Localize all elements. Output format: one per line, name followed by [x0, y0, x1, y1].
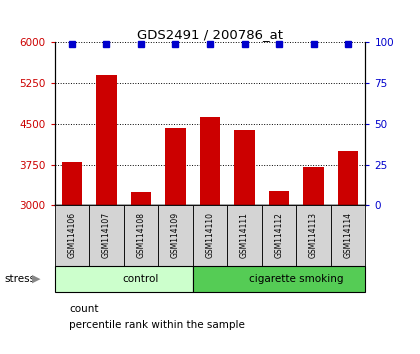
Bar — [227, 205, 262, 266]
Text: GSM114109: GSM114109 — [171, 212, 180, 258]
Title: GDS2491 / 200786_at: GDS2491 / 200786_at — [137, 28, 283, 41]
Bar — [193, 266, 365, 292]
Text: control: control — [123, 274, 159, 284]
Bar — [131, 192, 151, 205]
Bar — [55, 205, 89, 266]
Text: GSM114113: GSM114113 — [309, 212, 318, 258]
Bar — [158, 205, 193, 266]
Bar — [234, 130, 255, 205]
Text: percentile rank within the sample: percentile rank within the sample — [69, 320, 245, 330]
Text: GSM114108: GSM114108 — [136, 212, 145, 258]
Bar — [331, 205, 365, 266]
Bar — [165, 128, 186, 205]
Bar — [193, 205, 227, 266]
Text: cigarette smoking: cigarette smoking — [249, 274, 344, 284]
Text: GSM114106: GSM114106 — [67, 212, 76, 258]
Bar — [123, 205, 158, 266]
Text: GSM114112: GSM114112 — [275, 212, 284, 258]
Bar — [269, 191, 289, 205]
Bar — [303, 167, 324, 205]
Bar — [55, 266, 193, 292]
Bar — [338, 151, 359, 205]
Bar — [89, 205, 123, 266]
Text: GSM114114: GSM114114 — [344, 212, 353, 258]
Text: GSM114111: GSM114111 — [240, 212, 249, 258]
Bar — [200, 118, 221, 205]
Text: count: count — [69, 304, 99, 314]
Bar — [61, 162, 82, 205]
Bar — [262, 205, 297, 266]
Bar — [96, 75, 117, 205]
Bar — [297, 205, 331, 266]
Text: stress: stress — [4, 274, 35, 284]
Text: ▶: ▶ — [32, 274, 40, 284]
Text: GSM114107: GSM114107 — [102, 212, 111, 258]
Text: GSM114110: GSM114110 — [205, 212, 215, 258]
